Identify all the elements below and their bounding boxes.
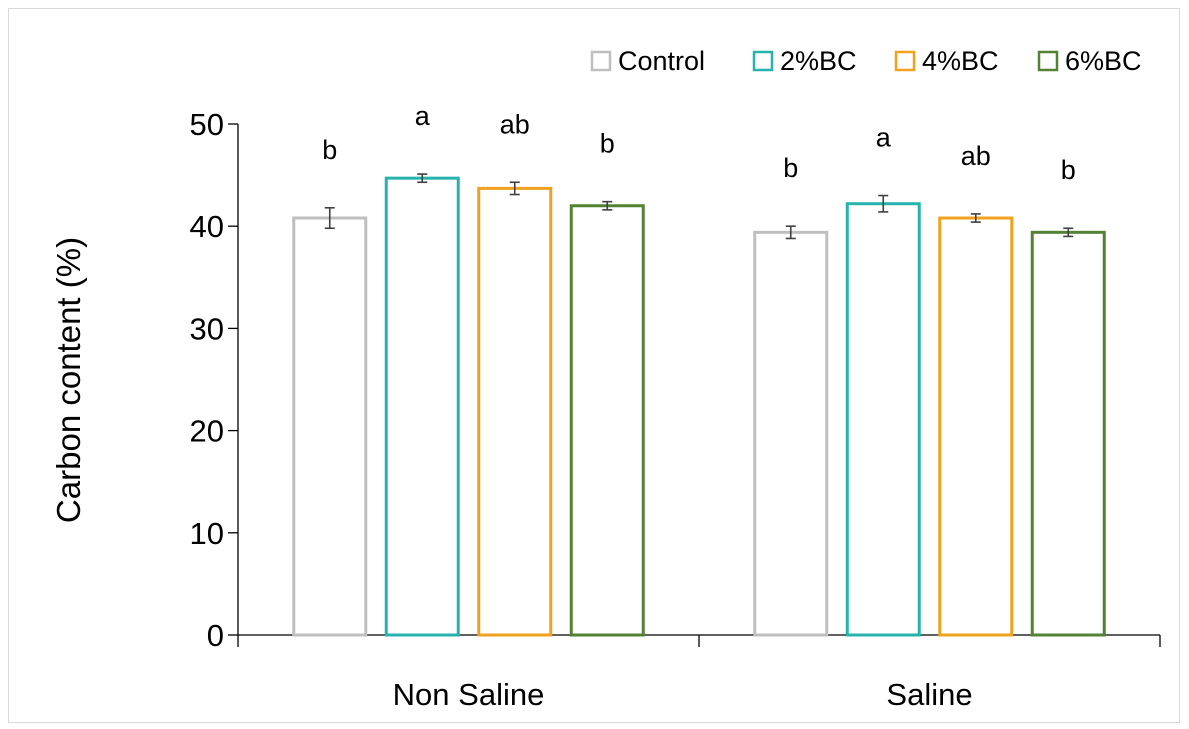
significance-letter: a (876, 123, 892, 153)
bar (384, 176, 460, 637)
significance-letter: b (1061, 155, 1076, 185)
y-axis-label: Carbon content (%) (50, 237, 87, 523)
x-category-label: Saline (886, 677, 972, 712)
legend-swatch (752, 50, 774, 72)
y-tick-label: 20 (190, 414, 224, 449)
bar (1030, 230, 1106, 637)
legend: Control 2%BC 4%BC 6%BC (590, 46, 1142, 76)
significance-letter: ab (961, 141, 991, 171)
bar (477, 186, 553, 637)
legend-swatch (1037, 50, 1059, 72)
y-tick-label: 10 (190, 516, 224, 551)
significance-letter: a (415, 101, 431, 131)
bars: b b a a ab ab b b (292, 101, 1106, 637)
y-tick-label: 30 (190, 311, 224, 346)
y-tick-label: 50 (190, 107, 224, 142)
legend-label: 2%BC (780, 46, 857, 76)
significance-letter: b (600, 129, 615, 159)
legend-label: 4%BC (922, 46, 999, 76)
significance-letter: ab (500, 109, 530, 139)
significance-letter: b (322, 135, 337, 165)
y-tick-label: 0 (207, 618, 224, 653)
legend-label: 6%BC (1065, 46, 1142, 76)
legend-swatch (590, 50, 612, 72)
significance-letter: b (783, 153, 798, 183)
legend-swatch (894, 50, 916, 72)
legend-label: Control (618, 46, 705, 76)
bar (938, 216, 1014, 637)
bar (845, 202, 921, 637)
bar (753, 230, 829, 637)
y-tick-label: 40 (190, 209, 224, 244)
x-category-label: Non Saline (393, 677, 545, 712)
bar (292, 216, 368, 637)
bar (569, 204, 645, 637)
